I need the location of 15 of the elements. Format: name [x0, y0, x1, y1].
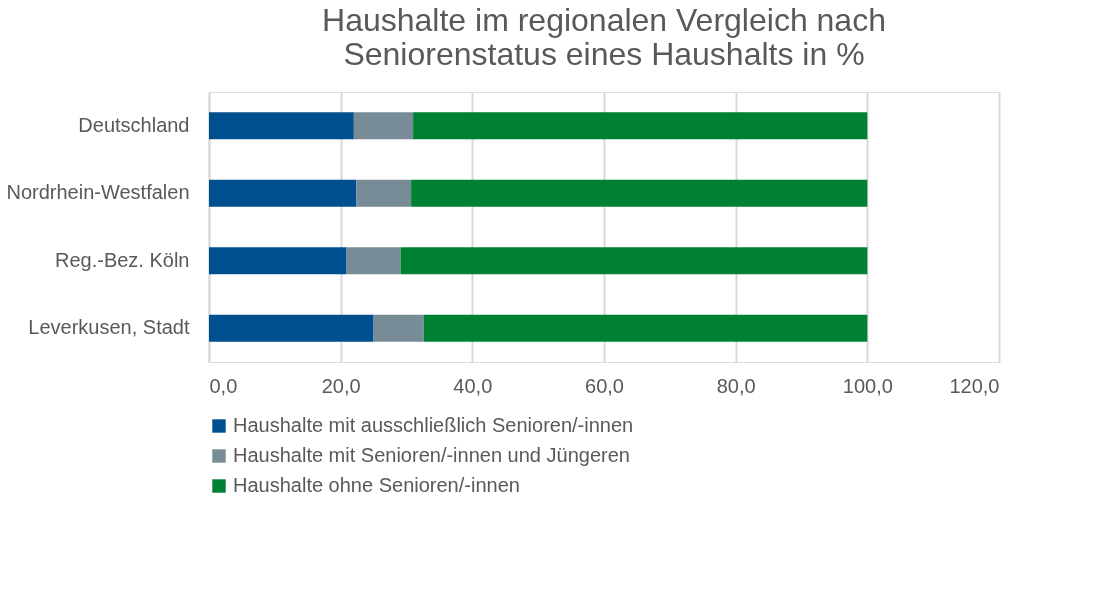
- legend-label: Haushalte mit Senioren/-innen und Jüngeren: [233, 444, 630, 466]
- y-tick-label: Leverkusen, Stadt: [28, 316, 190, 339]
- x-tick-label: 120,0: [949, 374, 1000, 397]
- x-tick-label: 0,0: [209, 374, 238, 397]
- x-tick-label: 60,0: [585, 374, 624, 397]
- x-tick-label: 40,0: [453, 374, 493, 397]
- y-tick-label: Deutschland: [78, 113, 190, 136]
- x-tick-label: 100,0: [842, 374, 893, 397]
- legend-label: Haushalte mit ausschließlich Senioren/-innen: [233, 414, 634, 436]
- x-tick-label: 20,0: [321, 374, 361, 397]
- text: Haushalte im regionalen Vergleich nach: [322, 2, 886, 38]
- y-tick-label: Nordrhein-Westfalen: [6, 181, 190, 204]
- legend-label: Haushalte ohne Senioren/-innen: [233, 474, 520, 496]
- x-tick-label: 80,0: [716, 374, 756, 397]
- y-tick-label: Reg.-Bez. Köln: [54, 248, 190, 271]
